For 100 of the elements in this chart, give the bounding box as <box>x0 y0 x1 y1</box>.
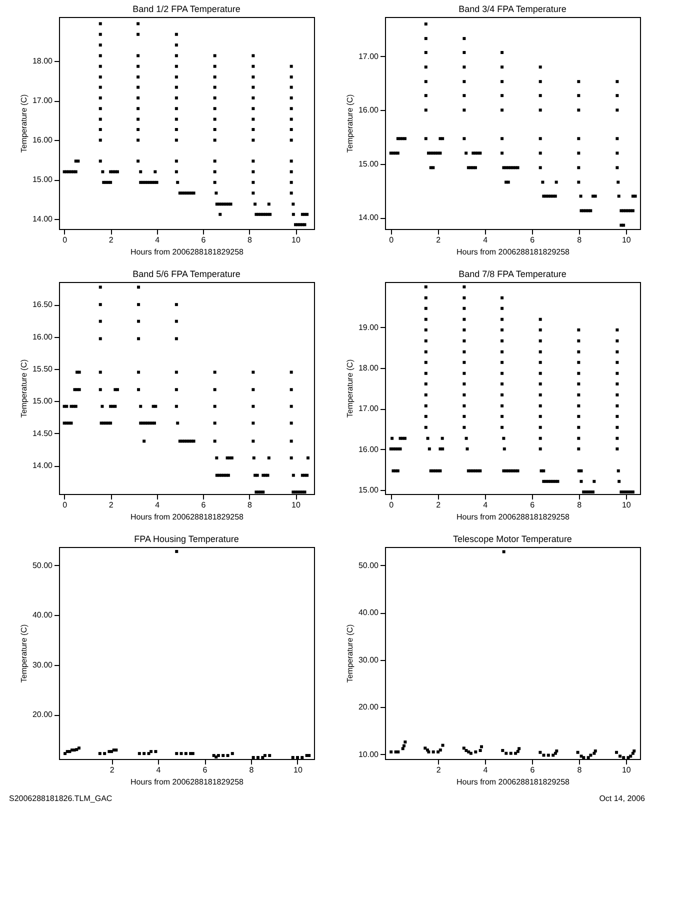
x-tick-label: 0 <box>62 236 68 244</box>
point <box>137 337 140 340</box>
point <box>98 96 102 100</box>
point <box>618 754 622 758</box>
point <box>500 328 504 332</box>
point <box>155 180 158 184</box>
point <box>424 108 428 112</box>
x-axis-title: Hours from 2006288181829258 <box>130 512 244 522</box>
x-tick-label: 4 <box>483 236 488 244</box>
point <box>154 170 157 174</box>
point <box>226 754 230 758</box>
point <box>290 138 293 142</box>
point <box>462 285 466 288</box>
point <box>174 86 178 89</box>
point <box>500 350 504 354</box>
point <box>216 754 220 758</box>
point <box>516 469 520 472</box>
point <box>502 550 506 554</box>
point <box>616 152 619 155</box>
point <box>252 388 255 392</box>
chart-title: FPA Housing Temperature <box>134 534 239 544</box>
point <box>290 370 293 374</box>
point <box>296 756 299 760</box>
chart-title: Band 7/8 FPA Temperature <box>458 269 566 279</box>
x-tick-label: 10 <box>292 500 301 510</box>
point <box>252 756 255 760</box>
point <box>252 54 255 58</box>
point <box>252 118 255 121</box>
x-tick-label: 10 <box>622 766 632 774</box>
point <box>579 194 582 198</box>
point <box>184 752 188 756</box>
point <box>150 750 153 754</box>
point <box>424 426 428 429</box>
point <box>290 76 293 79</box>
point <box>137 320 140 323</box>
point <box>230 752 234 756</box>
point <box>252 422 255 425</box>
point <box>577 447 580 450</box>
point <box>136 160 140 163</box>
point <box>98 54 102 58</box>
point <box>594 194 597 198</box>
point <box>390 750 393 754</box>
point <box>501 749 504 752</box>
x-tick-label: 4 <box>155 236 160 244</box>
y-axis-title: Temperature (C) <box>19 624 28 683</box>
point <box>192 440 196 443</box>
x-tick-label: 6 <box>202 766 208 774</box>
point <box>268 754 272 758</box>
point <box>616 426 619 429</box>
point <box>577 393 580 396</box>
point <box>213 54 216 58</box>
point <box>267 456 270 460</box>
point <box>615 750 618 754</box>
point <box>424 318 428 321</box>
point <box>500 108 504 112</box>
point <box>480 745 484 748</box>
y-tick-label: 30.00 <box>358 655 380 664</box>
text: Oct 14, 2006 <box>599 794 646 803</box>
point <box>252 76 255 79</box>
point <box>462 37 466 40</box>
point <box>500 80 504 84</box>
point <box>500 152 504 155</box>
point <box>175 752 178 756</box>
point <box>136 128 140 132</box>
x-tick-label: 4 <box>156 766 162 774</box>
point <box>577 80 580 84</box>
x-tick-label: 2 <box>108 500 114 510</box>
point <box>142 440 146 443</box>
point <box>103 752 106 756</box>
point <box>616 382 619 386</box>
point <box>577 426 580 429</box>
y-axis-title: Temperature (C) <box>345 94 354 153</box>
point <box>174 303 178 306</box>
point <box>538 447 542 450</box>
point <box>174 337 178 340</box>
point <box>538 66 542 69</box>
point <box>77 746 80 750</box>
x-axis-title: Hours from 2006288181829258 <box>456 512 570 522</box>
y-axis-title: Temperature (C) <box>19 359 28 418</box>
point <box>577 360 580 364</box>
point <box>136 138 140 142</box>
point <box>174 76 178 79</box>
x-tick-label: 4 <box>483 766 488 774</box>
point <box>252 128 255 132</box>
point <box>500 360 504 364</box>
point <box>136 107 140 110</box>
point <box>137 286 140 289</box>
point <box>292 212 295 216</box>
point <box>474 750 478 754</box>
x-tick-label: 6 <box>530 500 536 510</box>
point <box>292 202 295 206</box>
point <box>500 414 504 418</box>
point <box>192 192 196 195</box>
x-tick-label: 6 <box>201 500 206 510</box>
point <box>538 166 542 170</box>
point <box>432 166 435 170</box>
point <box>136 22 140 26</box>
point <box>500 94 504 98</box>
point <box>300 756 304 760</box>
point <box>137 388 140 392</box>
